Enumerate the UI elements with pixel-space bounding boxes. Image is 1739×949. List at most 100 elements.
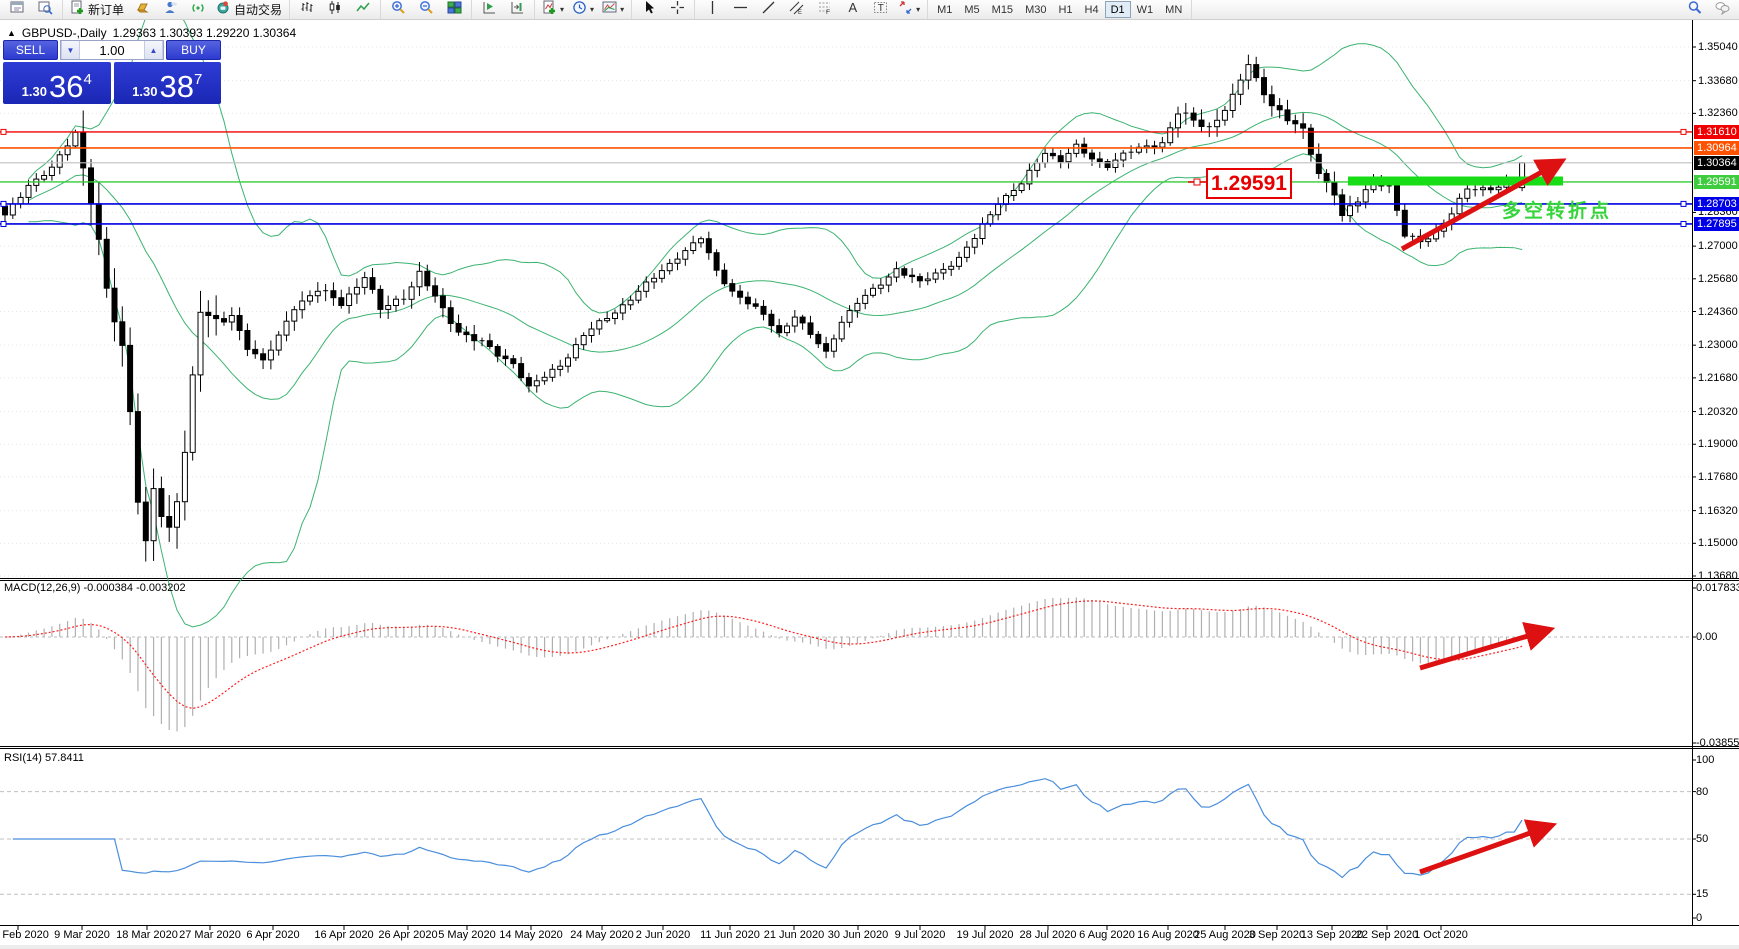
sell-button[interactable]: SELL bbox=[3, 40, 58, 60]
rsi-axis-label: 0 bbox=[1696, 912, 1703, 924]
date-label: 27 Mar 2020 bbox=[179, 929, 241, 941]
volume-stepper: ▼ 1.00 ▲ bbox=[60, 40, 164, 60]
fibonacci-button[interactable]: F bbox=[810, 0, 838, 19]
rsi-axis-label: 15 bbox=[1696, 888, 1709, 901]
timeframe-w1-button[interactable]: W1 bbox=[1136, 3, 1154, 16]
cursor-button[interactable] bbox=[635, 0, 663, 19]
cn-annotation[interactable]: 多空转折点 bbox=[1502, 201, 1613, 222]
svg-text:A: A bbox=[848, 0, 857, 15]
volume-decrease-button[interactable]: ▼ bbox=[61, 41, 80, 59]
chat-icon bbox=[1715, 0, 1730, 20]
auto-trading-label: 自动交易 bbox=[234, 3, 283, 17]
templates-icon bbox=[602, 0, 617, 20]
equidistant-channel-button[interactable]: E bbox=[782, 0, 810, 19]
auto-scroll-button[interactable] bbox=[475, 0, 503, 19]
volume-increase-button[interactable]: ▲ bbox=[144, 41, 163, 59]
timeframe-mn-button[interactable]: MN bbox=[1165, 3, 1183, 16]
timeframe-d1-button[interactable]: D1 bbox=[1104, 1, 1131, 18]
timeframe-h1-button[interactable]: H1 bbox=[1058, 3, 1073, 16]
toolbar-right-group bbox=[1677, 0, 1739, 19]
macd-axis-label: -0.038559 bbox=[1696, 737, 1739, 749]
price-tick-label: 1.24360 bbox=[1698, 305, 1738, 318]
chat-button[interactable] bbox=[1708, 0, 1736, 19]
price-tick-label: 1.17680 bbox=[1698, 470, 1738, 483]
buy-price-sup: 7 bbox=[193, 71, 203, 88]
price-level-badge: 1.27895 bbox=[1694, 216, 1739, 231]
sell-price-sup: 4 bbox=[83, 71, 92, 88]
date-label: 11 Jun 2020 bbox=[700, 929, 760, 941]
candlestick-mode-button[interactable] bbox=[321, 0, 349, 19]
symbol-line: ▲ GBPUSD-,Daily 1.29363 1.30393 1.29220 … bbox=[7, 26, 296, 40]
timeframe-m5-button[interactable]: M5 bbox=[964, 3, 980, 16]
date-label: 13 Sep 2020 bbox=[1300, 929, 1364, 941]
bar-chart-mode-button[interactable] bbox=[293, 0, 321, 19]
search-icon bbox=[1687, 0, 1702, 20]
zoom-in-button[interactable] bbox=[384, 0, 412, 19]
periods-icon bbox=[572, 0, 587, 20]
timeframe-group: M1 M5 M15 M30 H1 H4 D1 W1 MN bbox=[928, 0, 1193, 19]
text-button[interactable]: A bbox=[838, 0, 866, 19]
timeframe-m1-button[interactable]: M1 bbox=[937, 3, 953, 16]
line-chart-mode-button[interactable] bbox=[349, 0, 377, 19]
rsi-axis-label: 80 bbox=[1696, 785, 1709, 798]
sell-price[interactable]: 1.30 36 4 bbox=[3, 62, 111, 104]
price-tick-label: 1.21680 bbox=[1698, 371, 1738, 384]
price-level-badge: 1.28703 bbox=[1694, 196, 1739, 211]
toolbar-group bbox=[0, 0, 63, 19]
text-label-button[interactable]: T bbox=[866, 0, 894, 19]
sell-price-big: 36 bbox=[48, 68, 84, 104]
timeframe-m15-button[interactable]: M15 bbox=[991, 3, 1014, 16]
chart-profiles-button[interactable] bbox=[31, 0, 59, 19]
signals-button[interactable] bbox=[184, 0, 212, 19]
mql5-community-button[interactable] bbox=[156, 0, 184, 19]
auto-trading-button[interactable]: 自动交易 bbox=[212, 0, 286, 19]
new-chart-button[interactable] bbox=[3, 0, 31, 19]
crosshair-button[interactable] bbox=[663, 0, 691, 19]
date-label: 18 Mar 2020 bbox=[116, 929, 178, 941]
periods-button[interactable]: ▾ bbox=[568, 0, 598, 19]
dropdown-caret-icon: ▾ bbox=[916, 4, 921, 14]
indicators-button[interactable]: ▾ bbox=[538, 0, 568, 19]
rsi-axis-label: 50 bbox=[1696, 833, 1709, 845]
metaeditor-button[interactable] bbox=[128, 0, 156, 19]
date-label: 16 Apr 2020 bbox=[314, 929, 374, 941]
volume-input[interactable]: 1.00 bbox=[99, 42, 125, 58]
svg-text:E: E bbox=[798, 10, 802, 15]
svg-text:F: F bbox=[826, 9, 830, 15]
trendline-button[interactable] bbox=[754, 0, 782, 19]
date-label: 1 Oct 2020 bbox=[1414, 929, 1468, 941]
new-order-button[interactable]: 新订单 bbox=[66, 0, 128, 19]
new-order-icon bbox=[70, 0, 85, 20]
tile-windows-icon bbox=[447, 0, 462, 20]
search-button[interactable] bbox=[1680, 0, 1708, 19]
sell-price-prefix: 1.30 bbox=[21, 83, 47, 99]
toolbar: 新订单 自动交易 ▾ ▾ ▾ E F A T ▾ M1 M5 M15 M30 H1 H4 D1 W1 MN bbox=[0, 0, 1739, 20]
vertical-line-button[interactable] bbox=[698, 0, 726, 19]
buy-button[interactable]: BUY bbox=[166, 40, 221, 60]
horizontal-line-icon bbox=[733, 0, 748, 20]
price-tick-label: 1.33680 bbox=[1698, 74, 1738, 87]
collapse-panel-icon[interactable]: ▲ bbox=[7, 28, 16, 38]
crosshair-icon bbox=[670, 0, 685, 20]
timeframe-m30-button[interactable]: M30 bbox=[1025, 3, 1047, 16]
tile-windows-button[interactable] bbox=[440, 0, 468, 19]
arrows-button[interactable]: ▾ bbox=[894, 0, 924, 19]
svg-text:T: T bbox=[877, 3, 883, 14]
templates-button[interactable]: ▾ bbox=[598, 0, 628, 19]
vertical-line-icon bbox=[705, 0, 720, 20]
arrows-icon bbox=[898, 0, 913, 20]
macd-axis-label: 0.017833 bbox=[1696, 581, 1739, 594]
signals-icon bbox=[191, 0, 206, 20]
buy-price[interactable]: 1.30 38 7 bbox=[113, 62, 221, 104]
date-label: 19 Jul 2020 bbox=[956, 929, 1014, 941]
timeframe-h4-button[interactable]: H4 bbox=[1084, 3, 1099, 16]
zoom-out-button[interactable] bbox=[412, 0, 440, 19]
text-icon: A bbox=[845, 0, 860, 20]
zoom-out-icon bbox=[419, 0, 434, 20]
horizontal-line-button[interactable] bbox=[726, 0, 754, 19]
price-callout[interactable]: 1.29591 bbox=[1206, 168, 1292, 199]
price-level-badge: 1.31610 bbox=[1694, 124, 1739, 139]
chart-shift-button[interactable] bbox=[503, 0, 531, 19]
